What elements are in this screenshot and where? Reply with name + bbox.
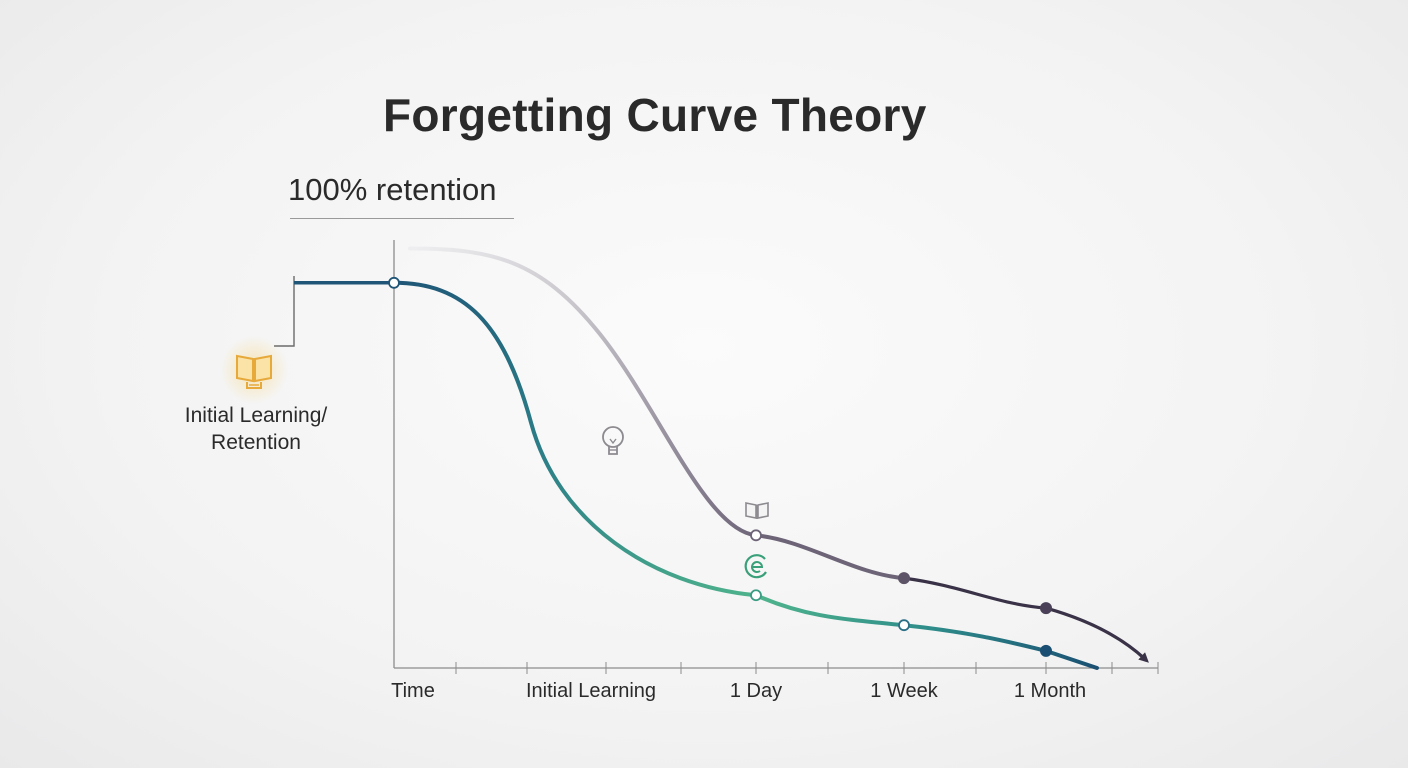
x-tick-label: Time	[391, 680, 435, 702]
book-icon-glowing	[220, 336, 288, 404]
initial-learning-line2: Retention	[211, 431, 301, 454]
lightbulb-icon	[602, 426, 624, 455]
forgetting-curve-point	[1040, 644, 1052, 657]
review-curve-point	[750, 529, 762, 542]
forgetting-curve-point	[750, 589, 762, 602]
x-tick-label: Initial Learning	[526, 680, 656, 702]
review-curve-line	[408, 246, 906, 581]
refresh-e-icon	[744, 554, 767, 579]
minor-ticks	[455, 662, 1159, 674]
forgetting-curve-line	[392, 280, 758, 598]
x-tick-label: 1 Day	[730, 680, 782, 702]
initial-step-line	[274, 276, 295, 347]
forgetting-curve-point	[898, 619, 910, 632]
initial-learning-line1: Initial Learning/	[184, 404, 328, 427]
review-curve-point	[898, 572, 910, 585]
book-icon	[745, 502, 769, 519]
x-tick-label: 1 Week	[870, 680, 938, 702]
chart-title: Forgetting Curve Theory	[383, 89, 927, 141]
forgetting-curve-point	[388, 276, 400, 289]
review-curve-point	[1040, 602, 1052, 615]
initial-learning-label: Initial Learning/ Retention	[156, 402, 356, 456]
retention-label: 100% retention	[288, 172, 497, 207]
retention-underline	[290, 218, 514, 219]
x-tick-label: 1 Month	[1014, 680, 1086, 702]
